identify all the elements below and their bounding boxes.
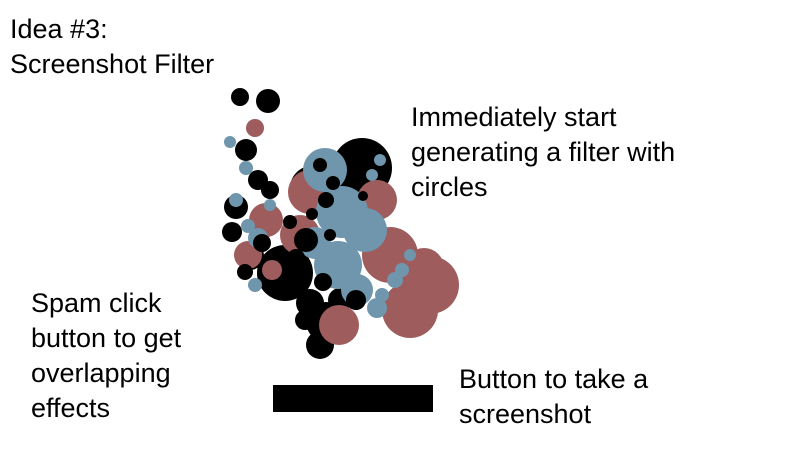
filter-circle [294, 228, 318, 252]
filter-circle [346, 290, 366, 310]
screenshot-button[interactable] [273, 385, 433, 412]
title-line-2: Screenshot Filter [10, 49, 215, 79]
spam-annotation-line-2: button to get [31, 323, 182, 353]
page-title: Idea #3: Screenshot Filter [10, 12, 214, 82]
filter-annotation-line-3: circles [411, 172, 488, 202]
filter-annotation-line-1: Immediately start [411, 102, 617, 132]
spam-click-annotation: Spam click button to get overlapping eff… [31, 286, 181, 426]
filter-circle [306, 208, 318, 220]
title-line-1: Idea #3: [10, 14, 108, 44]
filter-circle [253, 234, 271, 252]
filter-circle [239, 161, 253, 175]
filter-circle [262, 260, 282, 280]
filter-circle [295, 310, 315, 330]
filter-circle [326, 176, 340, 190]
filter-annotation-line-2: generating a filter with [411, 137, 676, 167]
filter-circle [231, 88, 249, 106]
button-annotation-line-2: screenshot [459, 399, 592, 429]
spam-annotation-line-4: effects [31, 393, 111, 423]
filter-circle [313, 158, 327, 172]
spam-annotation-line-1: Spam click [31, 288, 162, 318]
filter-circle [375, 288, 389, 302]
filter-circle [343, 208, 387, 252]
filter-circle [222, 222, 242, 242]
filter-circle [314, 273, 332, 291]
filter-circle [319, 305, 359, 345]
filter-circle [303, 148, 347, 192]
filter-circle [366, 169, 378, 181]
filter-circle [235, 139, 257, 161]
filter-circle [296, 289, 324, 317]
filter-annotation: Immediately start generating a filter wi… [411, 100, 675, 205]
filter-circle [229, 193, 243, 207]
filter-circle [241, 219, 255, 233]
filter-circle [374, 154, 386, 166]
filter-circle [237, 264, 253, 280]
filter-circle [318, 192, 334, 208]
filter-circle [367, 298, 387, 318]
spam-annotation-line-3: overlapping [31, 358, 171, 388]
button-annotation-line-1: Button to take a [459, 364, 649, 394]
filter-circle [248, 278, 262, 292]
filter-circle [358, 191, 368, 201]
button-annotation: Button to take a screenshot [459, 362, 648, 432]
filter-circle [256, 89, 280, 113]
filter-circle [246, 119, 264, 137]
filter-circle [283, 215, 297, 229]
filter-circle [287, 249, 305, 267]
filter-circle [382, 282, 438, 338]
filter-circle [324, 229, 336, 241]
filter-circle [261, 181, 279, 199]
filter-circle [264, 199, 276, 211]
filter-circle [395, 263, 409, 277]
filter-circle [224, 136, 236, 148]
filter-circle [345, 176, 355, 186]
filter-circle [404, 249, 416, 261]
